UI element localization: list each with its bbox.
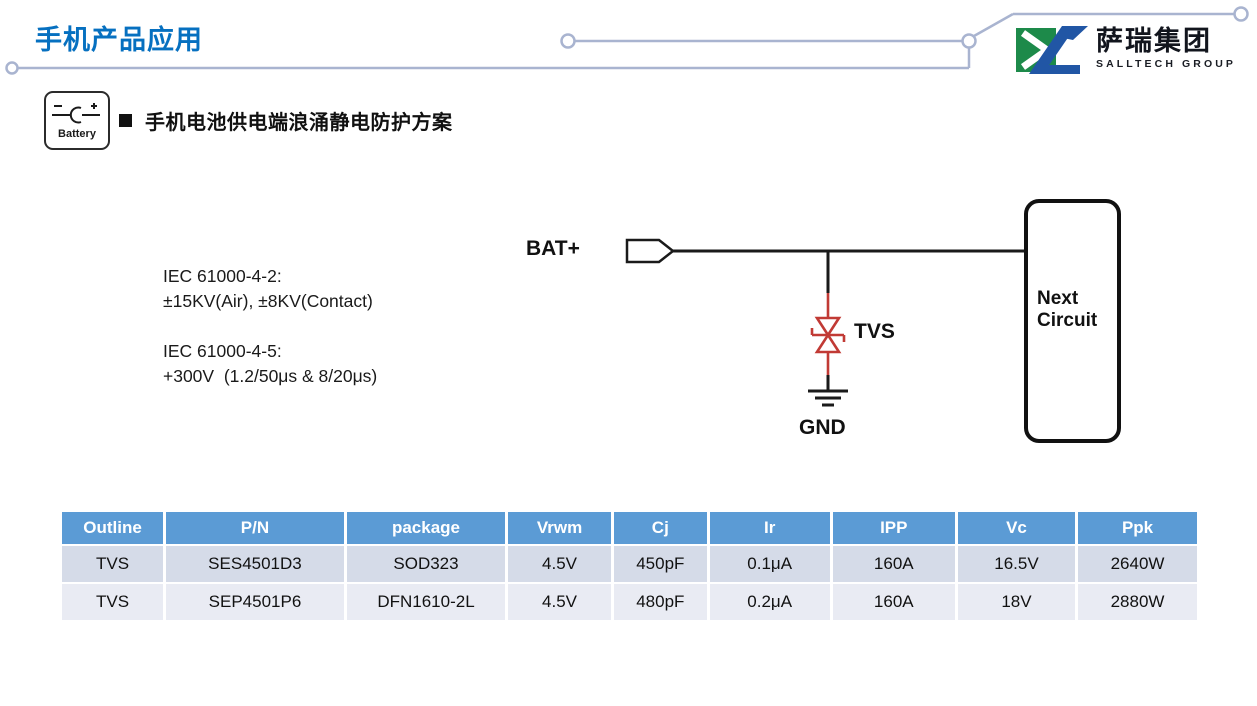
bullet-square-icon xyxy=(119,114,132,127)
page-title: 手机产品应用 xyxy=(35,25,203,55)
bat-plus-label: BAT+ xyxy=(526,237,580,260)
table-cell: 4.5V xyxy=(508,584,611,620)
next-circuit-box xyxy=(1024,199,1121,443)
table-row: TVS SES4501D3 SOD323 4.5V 450pF 0.1μA 16… xyxy=(62,546,1197,582)
spec-line: ±15KV(Air), ±8KV(Contact) xyxy=(163,291,373,311)
table-cell: DFN1610-2L xyxy=(346,584,506,620)
spec-line: IEC 61000-4-5: xyxy=(163,341,282,361)
table-cell: 0.1μA xyxy=(709,546,830,582)
table-cell: SOD323 xyxy=(346,546,506,582)
table-cell: 480pF xyxy=(613,584,707,620)
table-cell: 18V xyxy=(957,584,1076,620)
table-cell: 450pF xyxy=(613,546,707,582)
battery-icon-label: Battery xyxy=(58,128,96,140)
battery-icon: Battery xyxy=(44,91,110,150)
circuit-trace-decoration xyxy=(5,6,1249,75)
table-header-cell: IPP xyxy=(832,512,955,544)
table-header-row: Outline P/N package Vrwm Cj Ir IPP Vc Pp… xyxy=(62,512,1197,544)
logo-company-name: 萨瑞集团 xyxy=(1096,26,1212,56)
company-logo: 萨瑞集团 SALLTECH GROUP xyxy=(1016,26,1236,74)
section-heading: 手机电池供电端浪涌静电防护方案 xyxy=(119,106,453,135)
table-header-cell: Vrwm xyxy=(508,512,611,544)
tvs-diode-symbol xyxy=(810,293,846,375)
table-header-cell: package xyxy=(346,512,506,544)
table-header-cell: P/N xyxy=(166,512,344,544)
spec-line: IEC 61000-4-2: xyxy=(163,266,282,286)
logo-mark-icon xyxy=(1016,26,1088,74)
table-cell: TVS xyxy=(62,546,164,582)
spec-line: +300V (1.2/50μs & 8/20μs) xyxy=(163,366,378,386)
table-header-cell: Ir xyxy=(709,512,830,544)
parts-table: Outline P/N package Vrwm Cj Ir IPP Vc Pp… xyxy=(59,510,1200,622)
iec-spec-block: IEC 61000-4-2: ±15KV(Air), ±8KV(Contact)… xyxy=(163,264,377,389)
table-header-cell: Outline xyxy=(62,512,164,544)
table-cell: TVS xyxy=(62,584,164,620)
table-cell: SEP4501P6 xyxy=(166,584,344,620)
next-circuit-label: Next Circuit xyxy=(1037,288,1098,331)
section-heading-text: 手机电池供电端浪涌静电防护方案 xyxy=(145,112,453,134)
table-cell: 0.2μA xyxy=(709,584,830,620)
bat-input-connector xyxy=(625,238,676,264)
table-cell: 2880W xyxy=(1078,584,1197,620)
table-cell: 160A xyxy=(832,546,955,582)
table-header-cell: Vc xyxy=(957,512,1076,544)
table-cell: 2640W xyxy=(1078,546,1197,582)
gnd-label: GND xyxy=(799,416,846,439)
protection-circuit-diagram xyxy=(625,199,1121,443)
ground-symbol xyxy=(808,389,848,407)
table-cell: SES4501D3 xyxy=(166,546,344,582)
signal-wire xyxy=(673,249,1027,391)
table-cell: 16.5V xyxy=(957,546,1076,582)
logo-company-subtitle: SALLTECH GROUP xyxy=(1096,58,1237,70)
battery-symbol-icon xyxy=(52,103,100,124)
table-cell: 160A xyxy=(832,584,955,620)
table-header-cell: Cj xyxy=(613,512,707,544)
tvs-label: TVS xyxy=(854,320,895,343)
table-cell: 4.5V xyxy=(508,546,611,582)
table-header-cell: Ppk xyxy=(1078,512,1197,544)
table-row: TVS SEP4501P6 DFN1610-2L 4.5V 480pF 0.2μ… xyxy=(62,584,1197,620)
spec-line-spacer xyxy=(163,314,377,339)
